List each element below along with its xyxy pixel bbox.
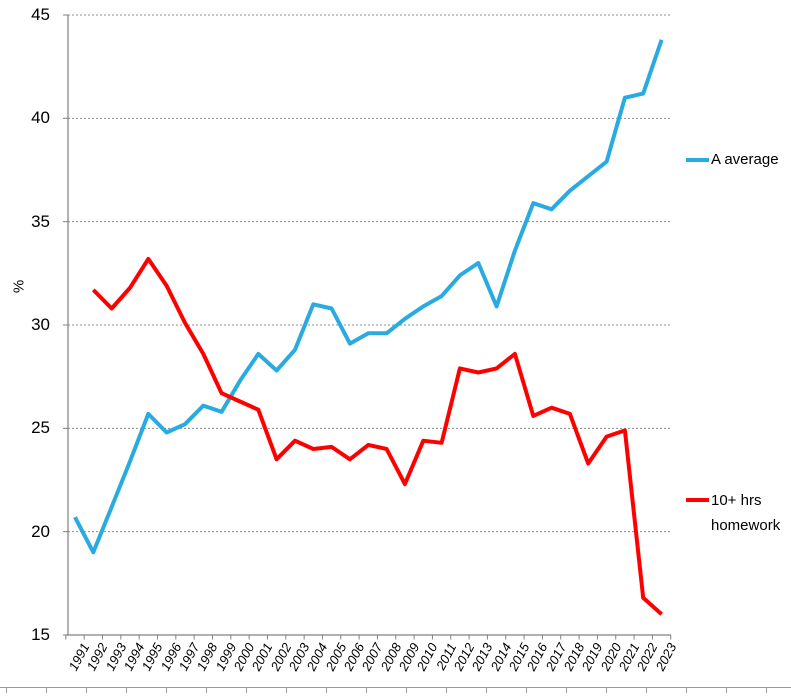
- legend-label-a-average: A average: [711, 151, 779, 168]
- series-line-10-hrs-homework: [91, 256, 663, 616]
- legend-item-homework: 10+ hrs homework: [686, 488, 783, 538]
- clipped-axis-of-chart-below: [0, 687, 791, 696]
- y-tick-label-35: 35: [31, 211, 50, 231]
- y-tick-label-30: 30: [31, 315, 50, 334]
- legend-label-homework: 10+ hrs homework: [711, 492, 781, 534]
- legend-line-swatch-red: [686, 498, 709, 502]
- y-tick-label-20: 20: [31, 521, 50, 541]
- legend-item-a-average: A average: [686, 150, 779, 170]
- y-tick-label-25: 25: [31, 418, 50, 438]
- series-line-a-average: [73, 39, 664, 555]
- y-tick-label-40: 40: [31, 108, 50, 128]
- legend-line-swatch-blue: [686, 158, 709, 162]
- y-tick-label-45: 45: [31, 5, 50, 24]
- y-tick-label-15: 15: [31, 625, 50, 644]
